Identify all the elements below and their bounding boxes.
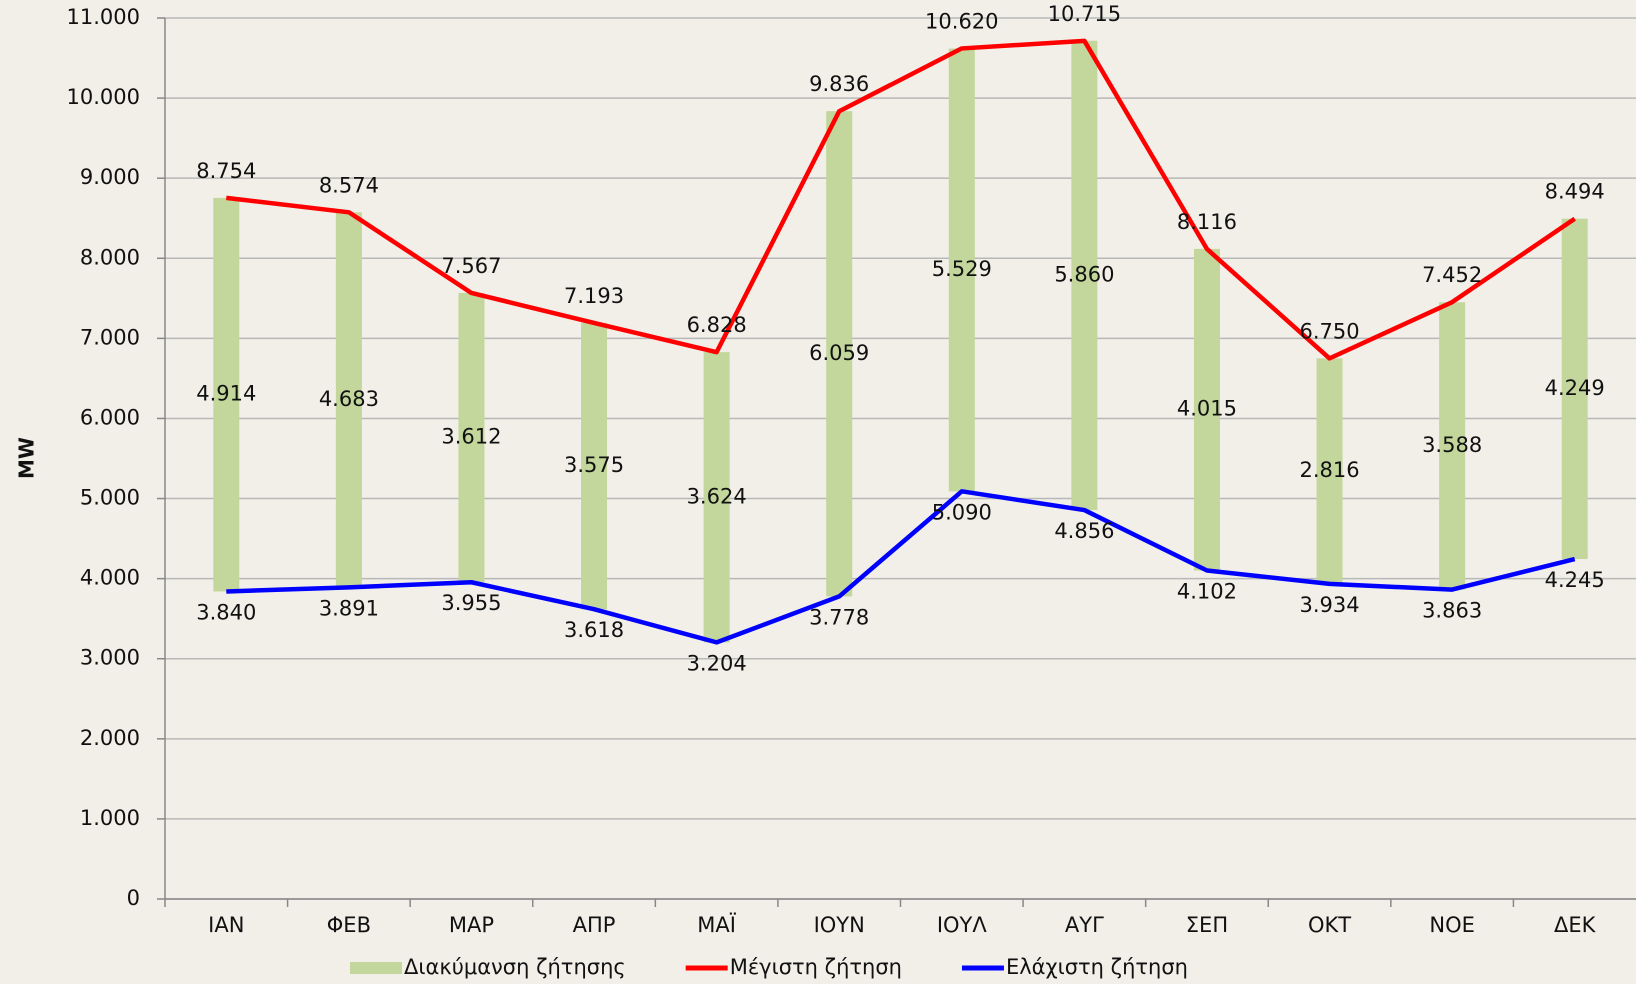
x-tick-label: ΟΚΤ — [1308, 913, 1351, 937]
line — [226, 489, 1576, 645]
data-label: 3.575 — [564, 453, 624, 477]
range-bar — [335, 212, 362, 588]
data-label: 8.754 — [196, 159, 256, 183]
y-tick-label: 8.000 — [80, 245, 140, 269]
line — [226, 38, 1576, 361]
data-label: 4.102 — [1177, 579, 1237, 603]
range-bar — [458, 292, 485, 583]
x-tick-label: ΑΥΓ — [1065, 913, 1104, 937]
range-bar — [703, 352, 730, 643]
y-tick-label: 9.000 — [80, 165, 140, 189]
x-tick-label: ΦΕΒ — [327, 913, 371, 937]
y-tick-label: 1.000 — [80, 806, 140, 830]
data-label: 10.715 — [1048, 2, 1121, 26]
range-bar — [1561, 218, 1588, 560]
data-label: 10.620 — [925, 9, 998, 33]
x-tick-label: ΜΑΪ — [697, 912, 736, 937]
data-label: 2.816 — [1299, 458, 1359, 482]
data-label: 9.836 — [809, 72, 869, 96]
range-bar — [1316, 358, 1343, 584]
data-label: 3.840 — [196, 600, 256, 624]
data-label: 3.778 — [809, 605, 869, 629]
y-tick-label: 3.000 — [80, 646, 140, 670]
data-label: 6.828 — [687, 313, 747, 337]
data-label: 4.015 — [1177, 397, 1237, 421]
data-label: 7.452 — [1422, 263, 1482, 287]
y-tick-label: 6.000 — [80, 405, 140, 429]
data-label: 7.567 — [441, 254, 501, 278]
range-bar — [826, 111, 853, 597]
x-tick-label: ΙΟΥΛ — [937, 913, 988, 937]
legend-label: Ελάχιστη ζήτηση — [1006, 955, 1188, 979]
data-label: 7.193 — [564, 284, 624, 308]
range-bar — [1071, 40, 1098, 511]
data-label: 4.856 — [1054, 519, 1114, 543]
data-label: 3.588 — [1422, 433, 1482, 457]
data-label: 5.529 — [932, 257, 992, 281]
legend-label: Μέγιστη ζήτηση — [730, 955, 902, 979]
data-label: 3.955 — [441, 591, 501, 615]
legend-label: Διακύμανση ζήτησης — [404, 955, 626, 979]
data-label: 3.624 — [687, 484, 747, 508]
y-tick-label: 10.000 — [67, 85, 140, 109]
x-tick-label: ΙΟΥΝ — [814, 913, 865, 937]
x-tick-label: ΑΠΡ — [573, 913, 616, 937]
x-tick-label: ΜΑΡ — [449, 913, 494, 937]
range-bar — [1439, 302, 1466, 590]
data-label: 4.245 — [1545, 568, 1605, 592]
legend-swatch — [350, 962, 402, 974]
data-label: 3.204 — [687, 651, 747, 675]
data-label: 5.090 — [932, 500, 992, 524]
data-label: 6.750 — [1299, 319, 1359, 343]
data-label: 5.860 — [1054, 262, 1114, 286]
data-label: 4.249 — [1545, 376, 1605, 400]
y-tick-label: 7.000 — [80, 325, 140, 349]
x-tick-label: ΝΟΕ — [1429, 913, 1475, 937]
data-label: 8.574 — [319, 173, 379, 197]
data-label: 4.683 — [319, 387, 379, 411]
x-tick-label: ΣΕΠ — [1186, 913, 1228, 937]
y-axis-title: MW — [15, 437, 39, 479]
data-label: 3.618 — [564, 618, 624, 642]
data-label: 4.914 — [196, 382, 256, 406]
y-tick-label: 0 — [127, 886, 140, 910]
data-label: 8.494 — [1545, 180, 1605, 204]
range-bar — [581, 322, 608, 610]
y-tick-label: 5.000 — [80, 486, 140, 510]
range-bar — [948, 48, 975, 492]
y-tick-label: 2.000 — [80, 726, 140, 750]
y-tick-label: 11.000 — [67, 5, 140, 29]
range-bar — [1193, 248, 1220, 571]
data-label: 6.059 — [809, 341, 869, 365]
x-tick-label: ΔΕΚ — [1554, 913, 1597, 937]
x-tick-label: ΙΑΝ — [208, 913, 244, 937]
y-tick-label: 4.000 — [80, 566, 140, 590]
data-label: 3.612 — [441, 425, 501, 449]
data-label: 8.116 — [1177, 210, 1237, 234]
range-bar — [213, 197, 240, 592]
data-label: 3.934 — [1299, 593, 1359, 617]
data-label: 3.891 — [319, 596, 379, 620]
data-label: 3.863 — [1422, 599, 1482, 623]
